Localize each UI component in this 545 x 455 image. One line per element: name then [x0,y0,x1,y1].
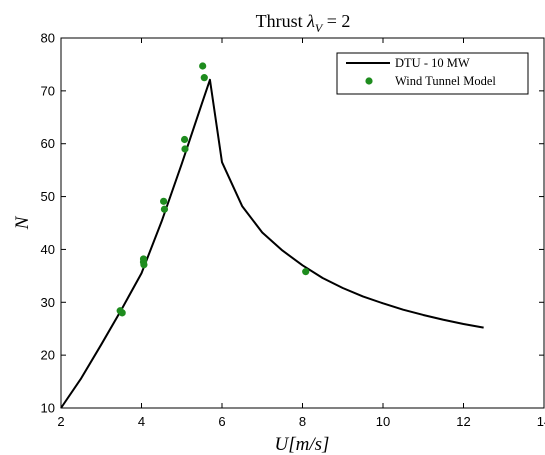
chart-title: Thrust λV = 2 [256,11,351,35]
y-tick-label: 70 [41,83,55,98]
data-point-wind-tunnel [140,261,148,269]
series-line-dtu-10mw [60,78,484,409]
x-tick-label: 10 [376,414,390,429]
legend-label-dtu: DTU - 10 MW [395,56,470,70]
y-tick-label: 60 [41,136,55,151]
x-tick-label: 14 [537,414,545,429]
data-point-wind-tunnel [180,135,189,144]
chart-title-symbol: λ [306,11,315,31]
axis-ticks: 2 4 6 8 10 12 14 10 20 30 40 50 60 70 80 [41,31,545,430]
x-tick-label: 8 [299,414,306,429]
series-points-group [116,62,310,317]
data-point-wind-tunnel [302,268,310,276]
data-point-wind-tunnel [160,205,169,213]
plot-area-frame [60,37,545,409]
chart-title-subscript: V [315,21,324,35]
y-tick-label: 80 [41,31,55,46]
y-tick-label: 50 [41,189,55,204]
y-tick-label: 20 [41,348,55,363]
y-axis-label: N [12,215,33,230]
x-axis-label: U[m/s] [275,434,330,455]
data-point-wind-tunnel [200,74,208,82]
x-tick-label: 4 [138,414,145,429]
legend-box [336,52,529,95]
x-tick-label: 6 [218,414,225,429]
legend-marker-swatch [365,77,373,85]
x-tick-label: 2 [57,414,64,429]
data-point-wind-tunnel [160,197,168,205]
legend-label-wind-tunnel: Wind Tunnel Model [395,74,496,88]
data-point-wind-tunnel [199,62,207,70]
x-tick-label: 12 [456,414,470,429]
chart-title-rest: = 2 [322,11,350,31]
series-line-group [60,78,484,409]
y-tick-label: 10 [41,401,55,416]
data-point-wind-tunnel [181,145,189,153]
y-tick-label: 40 [41,242,55,257]
data-point-wind-tunnel [118,309,126,317]
chart-title-main: Thrust [256,11,308,31]
legend: DTU - 10 MW Wind Tunnel Model [336,52,529,95]
y-tick-label: 30 [41,295,55,310]
